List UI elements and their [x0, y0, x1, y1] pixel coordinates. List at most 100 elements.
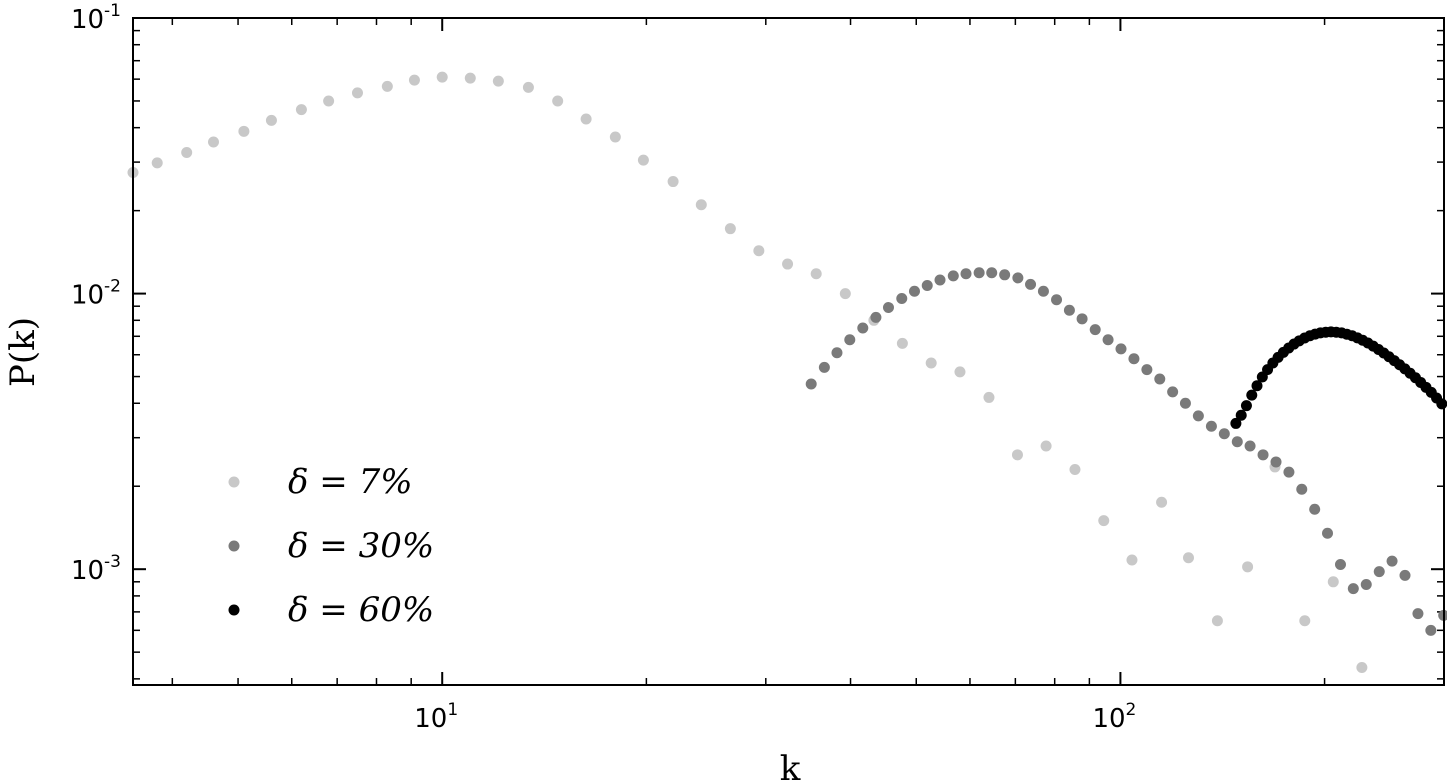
data-point — [1040, 440, 1052, 452]
series-1 — [127, 71, 1368, 673]
data-point — [1098, 515, 1110, 527]
data-point — [1076, 313, 1088, 325]
data-point — [954, 366, 966, 378]
data-point — [1257, 449, 1269, 461]
data-point — [960, 268, 972, 280]
minor-tick-marks — [133, 18, 1444, 685]
data-point — [882, 302, 894, 314]
data-point — [1231, 436, 1243, 448]
data-point — [986, 267, 998, 279]
data-point — [839, 288, 851, 300]
data-point — [973, 267, 985, 279]
data-point — [1240, 400, 1252, 412]
data-point — [921, 279, 933, 291]
data-point — [1356, 661, 1368, 673]
y-tick-label: 10-3 — [71, 552, 121, 586]
data-point — [1218, 428, 1230, 440]
data-point — [1051, 294, 1063, 306]
data-point — [1069, 463, 1081, 475]
data-point — [1230, 417, 1242, 429]
legend-label: δ = 60% — [288, 590, 434, 630]
data-point — [1347, 583, 1359, 595]
legend-marker — [228, 540, 240, 552]
data-point — [1270, 456, 1282, 468]
data-point — [522, 81, 534, 93]
data-point — [381, 80, 393, 92]
tick-labels: 101 102 10-3 10-2 10-1 — [71, 1, 1136, 734]
series-2 — [805, 267, 1447, 636]
data-point — [295, 104, 307, 116]
data-point — [810, 268, 822, 280]
data-point — [1373, 566, 1385, 578]
data-point — [925, 357, 937, 369]
legend-marker — [228, 476, 240, 488]
data-point — [999, 269, 1011, 281]
data-point — [1179, 397, 1191, 409]
data-point — [1205, 420, 1217, 432]
data-point — [637, 154, 649, 166]
data-point — [1102, 334, 1114, 346]
data-point — [896, 292, 908, 304]
data-point — [753, 245, 765, 257]
data-point — [1283, 466, 1295, 478]
data-point — [1089, 324, 1101, 336]
data-point — [1063, 304, 1075, 316]
data-point — [1386, 555, 1398, 567]
data-point — [181, 147, 193, 159]
data-point — [1242, 561, 1254, 573]
data-point — [1182, 552, 1194, 564]
y-axis-title: P(k) — [3, 317, 43, 387]
legend-marker — [228, 604, 240, 616]
major-tick-marks — [133, 17, 1444, 685]
data-point — [238, 125, 250, 137]
data-point — [1299, 615, 1311, 627]
data-point — [609, 131, 621, 143]
data-point — [1011, 449, 1023, 461]
data-point — [1025, 278, 1037, 290]
data-point — [1126, 554, 1138, 566]
data-point — [408, 74, 420, 86]
data-point — [831, 347, 843, 359]
series-3 — [1230, 326, 1447, 429]
data-point — [580, 113, 592, 125]
data-point — [265, 114, 277, 126]
data-point — [1192, 410, 1204, 422]
data-point — [1327, 576, 1339, 588]
plot-frame — [132, 17, 1445, 686]
data-point — [323, 95, 335, 107]
legend-label: δ = 30% — [288, 526, 434, 566]
data-point — [908, 285, 920, 297]
data-point — [870, 311, 882, 323]
data-point — [1167, 386, 1179, 398]
data-point — [857, 322, 869, 334]
data-point — [1244, 440, 1256, 452]
data-point — [805, 378, 817, 390]
data-point — [1246, 389, 1258, 401]
data-point — [818, 361, 830, 373]
data-point — [934, 274, 946, 286]
data-point — [724, 223, 736, 235]
data-point — [667, 176, 679, 188]
data-point — [1334, 558, 1346, 570]
data-point — [782, 258, 794, 270]
data-point — [1128, 353, 1140, 365]
data-point — [151, 157, 163, 169]
data-point — [695, 199, 707, 211]
data-point — [1309, 503, 1321, 515]
data-point — [1436, 398, 1447, 410]
data-point — [492, 75, 504, 87]
legend: δ = 7% δ = 30% δ = 60% — [228, 462, 434, 630]
data-point — [1360, 578, 1372, 590]
y-tick-label: 10-1 — [71, 1, 121, 35]
data-point — [844, 334, 856, 346]
data-point — [1211, 615, 1223, 627]
data-point — [436, 71, 448, 83]
data-point — [1235, 409, 1247, 421]
data-point — [1425, 624, 1437, 636]
data-point — [1154, 373, 1166, 385]
data-point — [947, 270, 959, 282]
data-point — [1037, 285, 1049, 297]
data-point — [1012, 272, 1024, 284]
data-point — [1412, 608, 1424, 620]
